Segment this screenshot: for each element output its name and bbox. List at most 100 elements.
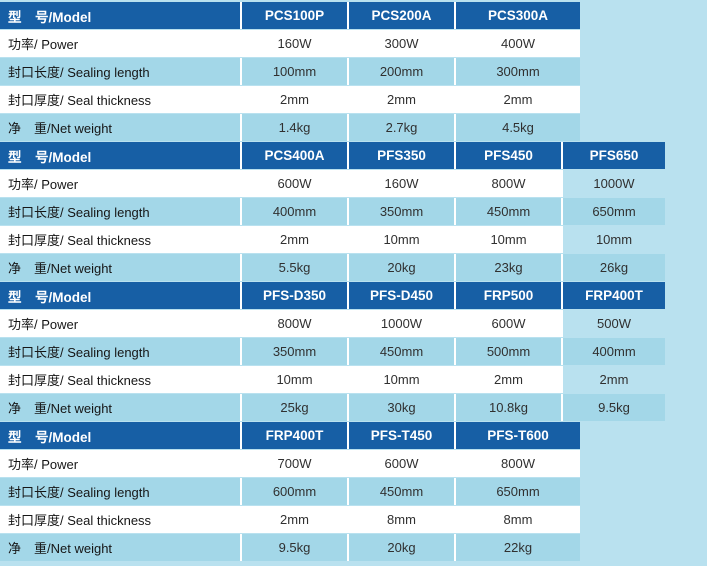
model-header-cell: FRP500 (454, 282, 561, 309)
spec-value: 9.5kg (561, 394, 665, 421)
seal-thickness-row: 封口厚度/ Seal thickness 2mm 10mm 10mm 10mm (0, 226, 707, 253)
spec-value: 26kg (561, 254, 665, 281)
model-header-label: 型 号/Model (0, 422, 240, 449)
power-row: 功率/ Power 800W 1000W 600W 500W (0, 310, 707, 337)
model-header-cell: PFS350 (347, 142, 454, 169)
spec-value: 450mm (347, 478, 454, 505)
row-label: 净 重/Net weight (0, 114, 240, 141)
spec-value: 30kg (347, 394, 454, 421)
model-header-cell: FRP400T (240, 422, 347, 449)
model-header-cell: PCS300A (454, 2, 580, 29)
sealing-length-row: 封口长度/ Sealing length 100mm 200mm 300mm (0, 58, 707, 85)
spec-value: 10mm (561, 226, 665, 253)
model-header-row: 型 号/Model FRP400T PFS-T450 PFS-T600 (0, 422, 707, 449)
model-header-label: 型 号/Model (0, 142, 240, 169)
spec-value: 160W (347, 170, 454, 197)
spec-value: 25kg (240, 394, 347, 421)
seal-thickness-row: 封口厚度/ Seal thickness 10mm 10mm 2mm 2mm (0, 366, 707, 393)
spec-value: 300mm (454, 58, 580, 85)
spec-value: 160W (240, 30, 347, 57)
net-weight-row: 净 重/Net weight 5.5kg 20kg 23kg 26kg (0, 254, 707, 281)
spec-value: 600W (454, 310, 561, 337)
spec-value: 4.5kg (454, 114, 580, 141)
spec-value: 1000W (561, 170, 665, 197)
spec-value: 20kg (347, 534, 454, 561)
spec-value: 600W (240, 170, 347, 197)
net-weight-row: 净 重/Net weight 1.4kg 2.7kg 4.5kg (0, 114, 707, 141)
spec-value: 350mm (347, 198, 454, 225)
power-row: 功率/ Power 160W 300W 400W (0, 30, 707, 57)
spec-value: 10mm (454, 226, 561, 253)
spec-value: 450mm (347, 338, 454, 365)
seal-thickness-row: 封口厚度/ Seal thickness 2mm 8mm 8mm (0, 506, 707, 533)
spec-value: 100mm (240, 58, 347, 85)
model-header-cell: PCS200A (347, 2, 454, 29)
spec-section-1: 型 号/Model PCS100P PCS200A PCS300A 功率/ Po… (0, 2, 707, 141)
spec-value: 500mm (454, 338, 561, 365)
spec-value: 10mm (240, 366, 347, 393)
spec-value: 650mm (454, 478, 580, 505)
spec-value: 2mm (240, 506, 347, 533)
model-header-cell: PFS650 (561, 142, 665, 169)
spec-value: 350mm (240, 338, 347, 365)
spec-value: 2mm (454, 86, 580, 113)
power-row: 功率/ Power 700W 600W 800W (0, 450, 707, 477)
spec-value: 22kg (454, 534, 580, 561)
spec-value: 800W (240, 310, 347, 337)
spec-value: 650mm (561, 198, 665, 225)
seal-thickness-row: 封口厚度/ Seal thickness 2mm 2mm 2mm (0, 86, 707, 113)
spec-value: 2.7kg (347, 114, 454, 141)
sealing-length-row: 封口长度/ Sealing length 600mm 450mm 650mm (0, 478, 707, 505)
spec-value: 2mm (561, 366, 665, 393)
model-header-label: 型 号/Model (0, 2, 240, 29)
spec-value: 9.5kg (240, 534, 347, 561)
spec-value: 8mm (347, 506, 454, 533)
spec-value: 2mm (240, 226, 347, 253)
model-header-cell: PFS-T600 (454, 422, 580, 449)
sealing-length-row: 封口长度/ Sealing length 350mm 450mm 500mm 4… (0, 338, 707, 365)
model-header-row: 型 号/Model PFS-D350 PFS-D450 FRP500 FRP40… (0, 282, 707, 309)
spec-value: 5.5kg (240, 254, 347, 281)
row-label: 净 重/Net weight (0, 534, 240, 561)
spec-value: 600mm (240, 478, 347, 505)
spec-value: 20kg (347, 254, 454, 281)
spec-value: 400W (454, 30, 580, 57)
model-header-cell: PFS-T450 (347, 422, 454, 449)
model-header-row: 型 号/Model PCS400A PFS350 PFS450 PFS650 (0, 142, 707, 169)
row-label: 封口厚度/ Seal thickness (0, 86, 240, 113)
spec-value: 500W (561, 310, 665, 337)
spec-section-3: 型 号/Model PFS-D350 PFS-D450 FRP500 FRP40… (0, 282, 707, 421)
sealing-length-row: 封口长度/ Sealing length 400mm 350mm 450mm 6… (0, 198, 707, 225)
model-header-row: 型 号/Model PCS100P PCS200A PCS300A (0, 2, 707, 29)
spec-value: 2mm (240, 86, 347, 113)
spec-value: 2mm (454, 366, 561, 393)
spec-value: 200mm (347, 58, 454, 85)
spec-value: 23kg (454, 254, 561, 281)
model-header-cell: PFS450 (454, 142, 561, 169)
row-label: 功率/ Power (0, 30, 240, 57)
row-label: 功率/ Power (0, 170, 240, 197)
spec-value: 10mm (347, 366, 454, 393)
spec-section-4: 型 号/Model FRP400T PFS-T450 PFS-T600 功率/ … (0, 422, 707, 561)
model-header-label: 型 号/Model (0, 282, 240, 309)
spec-value: 1.4kg (240, 114, 347, 141)
model-header-cell: PFS-D450 (347, 282, 454, 309)
spec-value: 10.8kg (454, 394, 561, 421)
spec-section-2: 型 号/Model PCS400A PFS350 PFS450 PFS650 功… (0, 142, 707, 281)
row-label: 封口厚度/ Seal thickness (0, 506, 240, 533)
spec-value: 300W (347, 30, 454, 57)
spec-value: 400mm (240, 198, 347, 225)
net-weight-row: 净 重/Net weight 9.5kg 20kg 22kg (0, 534, 707, 561)
row-label: 封口厚度/ Seal thickness (0, 366, 240, 393)
model-header-cell: PFS-D350 (240, 282, 347, 309)
net-weight-row: 净 重/Net weight 25kg 30kg 10.8kg 9.5kg (0, 394, 707, 421)
row-label: 净 重/Net weight (0, 394, 240, 421)
power-row: 功率/ Power 600W 160W 800W 1000W (0, 170, 707, 197)
row-label: 封口长度/ Sealing length (0, 58, 240, 85)
row-label: 功率/ Power (0, 450, 240, 477)
spec-value: 10mm (347, 226, 454, 253)
row-label: 净 重/Net weight (0, 254, 240, 281)
model-header-cell: PCS100P (240, 2, 347, 29)
spec-value: 2mm (347, 86, 454, 113)
